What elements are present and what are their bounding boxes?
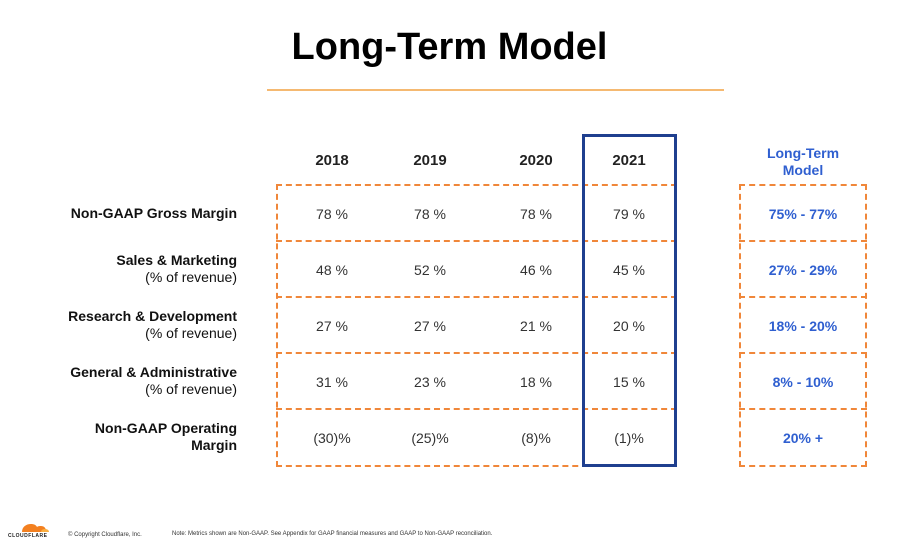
cell-operating-margin-2018: (30)% <box>313 430 351 446</box>
row-label-main: Non-GAAP Gross Margin <box>70 205 237 221</box>
cell-research-development-2020: 21 % <box>520 318 552 334</box>
long-term-model-header: Long-Term Model <box>740 145 866 179</box>
column-header-2020: 2020 <box>519 152 553 169</box>
cell-sales-marketing-2021: 45 % <box>613 262 645 278</box>
cell-operating-margin-2021: (1)% <box>614 430 644 446</box>
row-label-main: Sales & Marketing <box>116 252 237 268</box>
cell-operating-margin-2019: (25)% <box>411 430 449 446</box>
footer-copyright: © Copyright Cloudflare, Inc. <box>68 532 142 538</box>
cloudflare-logo-icon <box>8 520 64 540</box>
long-term-header-line2: Model <box>782 162 824 178</box>
long-term-research-development: 18% - 20% <box>768 318 838 334</box>
footer-brand: CLOUDFLARE <box>8 533 48 539</box>
footer-note: Note: Metrics shown are Non-GAAP. See Ap… <box>172 531 493 537</box>
row-label-sub: (% of revenue) <box>145 381 237 397</box>
long-term-table-border <box>739 184 867 467</box>
row-label-gross-margin: Non-GAAP Gross Margin <box>20 205 237 222</box>
cell-research-development-2019: 27 % <box>414 318 446 334</box>
cell-general-administrative-2020: 18 % <box>520 374 552 390</box>
long-term-sales-marketing: 27% - 29% <box>768 262 838 278</box>
title-underline <box>267 89 724 91</box>
cell-general-administrative-2018: 31 % <box>316 374 348 390</box>
long-term-header-line1: Long-Term <box>766 145 840 161</box>
row-label-main-line2: Margin <box>191 437 237 453</box>
row-label-sub: (% of revenue) <box>145 325 237 341</box>
cell-research-development-2021: 20 % <box>613 318 645 334</box>
row-separator <box>739 352 867 354</box>
long-term-gross-margin: 75% - 77% <box>768 206 838 222</box>
row-label-main: General & Administrative <box>70 364 237 380</box>
column-header-2021: 2021 <box>612 152 646 169</box>
row-label-sub: (% of revenue) <box>145 269 237 285</box>
row-separator <box>739 296 867 298</box>
column-header-2019: 2019 <box>413 152 447 169</box>
row-label-operating-margin: Non-GAAP Operating Margin <box>20 420 237 454</box>
page-title: Long-Term Model <box>291 26 608 68</box>
row-label-research-development: Research & Development (% of revenue) <box>20 308 237 342</box>
row-label-main: Non-GAAP Operating <box>94 420 237 436</box>
long-term-operating-margin: 20% + <box>782 430 824 446</box>
cell-gross-margin-2018: 78 % <box>316 206 348 222</box>
cell-gross-margin-2021: 79 % <box>613 206 645 222</box>
cell-gross-margin-2020: 78 % <box>520 206 552 222</box>
cell-general-administrative-2019: 23 % <box>414 374 446 390</box>
row-separator <box>739 408 867 410</box>
row-label-general-administrative: General & Administrative (% of revenue) <box>20 364 237 398</box>
row-separator <box>276 352 677 354</box>
cell-sales-marketing-2020: 46 % <box>520 262 552 278</box>
row-separator <box>276 240 677 242</box>
row-label-main: Research & Development <box>68 308 237 324</box>
cell-general-administrative-2021: 15 % <box>613 374 645 390</box>
cell-sales-marketing-2018: 48 % <box>316 262 348 278</box>
row-label-sales-marketing: Sales & Marketing (% of revenue) <box>20 252 237 286</box>
cell-sales-marketing-2019: 52 % <box>414 262 446 278</box>
row-separator <box>276 408 677 410</box>
row-separator <box>276 296 677 298</box>
column-header-2018: 2018 <box>315 152 349 169</box>
long-term-general-administrative: 8% - 10% <box>772 374 834 390</box>
cell-gross-margin-2019: 78 % <box>414 206 446 222</box>
column-2021-highlight <box>582 134 677 467</box>
cell-operating-margin-2020: (8)% <box>521 430 551 446</box>
row-separator <box>739 240 867 242</box>
cell-research-development-2018: 27 % <box>316 318 348 334</box>
